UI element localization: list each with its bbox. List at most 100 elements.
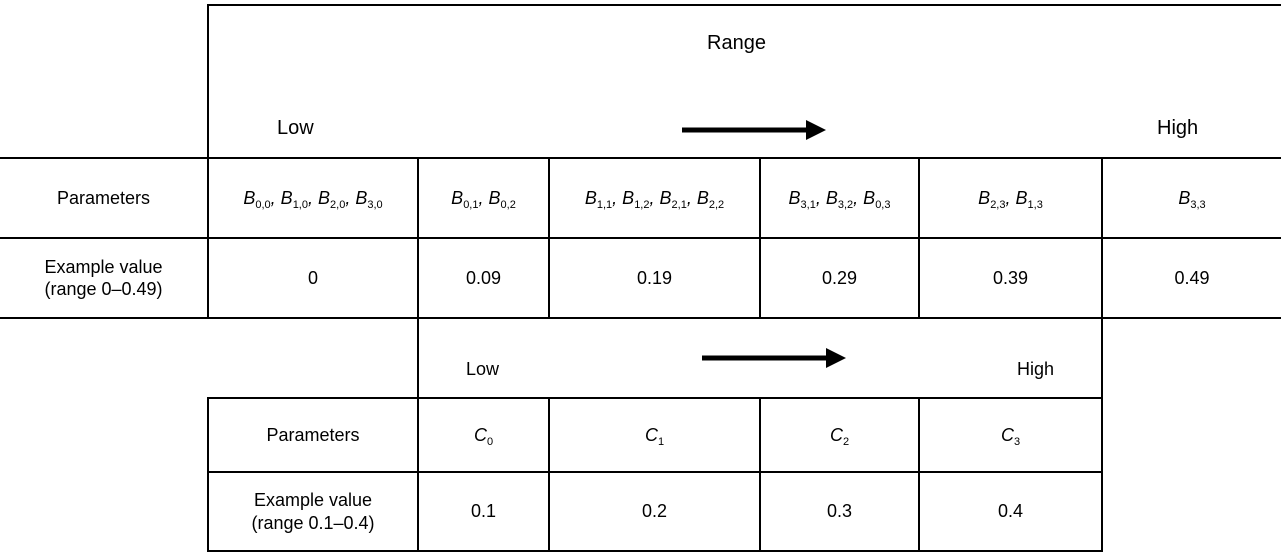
t1-row1-bottom-border (0, 237, 1281, 239)
param-symbol: C0 (473, 424, 494, 448)
param-subscript: 0 (486, 435, 494, 448)
param-subscript: 3 (1013, 435, 1021, 448)
param-symbol: B0,1 (451, 187, 479, 211)
t2-col-divider-1 (417, 398, 419, 552)
t2-high-label: High (1017, 359, 1055, 379)
param-symbol: B1,0 (280, 187, 308, 211)
param-symbol: C2 (829, 424, 850, 448)
t2-parameters-header: Parameters (266, 424, 360, 445)
t1-param-cell: B1,1, B1,2, B2,1, B2,2 (550, 159, 759, 237)
t1-col-divider-3 (759, 157, 761, 318)
t1-low-label: Low (277, 117, 314, 139)
param-symbol: B2,2 (696, 187, 725, 211)
t2-example-value-header-line1: Example value (253, 490, 373, 510)
t2-low-label: Low (466, 359, 500, 379)
param-subscript: 3,3 (1190, 198, 1206, 211)
param-subscript: 1,0 (292, 198, 308, 211)
param-subscript: 3,2 (837, 198, 854, 211)
param-subscript: 0,3 (875, 198, 891, 211)
param-subscript: 2,2 (708, 198, 725, 211)
t1-parameters-header: Parameters (56, 187, 151, 208)
t1-param-cell: B0,1, B0,2 (419, 159, 548, 237)
param-symbol: B1,2 (622, 187, 650, 211)
param-subscript: 2,0 (330, 198, 346, 211)
param-symbol: B0,3 (863, 187, 891, 211)
t1-right-arrow-icon (682, 120, 826, 140)
t1-example-value-header-line2: (range 0–0.49) (44, 279, 163, 299)
t2-param-cell: C1 (550, 399, 759, 471)
t1-value-cell: 0.09 (465, 267, 502, 288)
param-subscript: 0,1 (463, 198, 479, 211)
param-symbol: B3,0 (355, 187, 383, 211)
t1-param-cell: B3,3 (1103, 159, 1281, 237)
t1-high-label: High (1157, 117, 1199, 139)
param-subscript: 1,3 (1027, 198, 1043, 211)
t1-value-cell: 0 (307, 267, 318, 288)
param-subscript: 3,1 (800, 198, 816, 211)
param-symbol: C3 (1000, 424, 1021, 448)
t2-row1-bottom-border (207, 471, 1103, 473)
param-symbol: B2,0 (318, 187, 346, 211)
param-subscript: 3,0 (367, 198, 383, 211)
t2-param-cell: C2 (761, 399, 918, 471)
t1-top-border (208, 4, 1281, 6)
t2-left-border (207, 398, 209, 552)
param-symbol: B2,1 (659, 187, 687, 211)
t1-col-divider-1 (417, 157, 419, 318)
param-symbol: B3,2 (825, 187, 854, 211)
param-separator: , (1005, 187, 1016, 208)
range-label: Range (707, 32, 766, 54)
t2-value-cell: 0.4 (997, 501, 1024, 522)
param-subscript: 1,2 (634, 198, 650, 211)
t1-example-value-header: Example value (range 0–0.49) (0, 239, 207, 317)
param-subscript: 2 (842, 435, 850, 448)
t1-col-divider-5 (1101, 157, 1103, 318)
t1-example-value-header-line1: Example value (44, 256, 163, 277)
param-symbol: B0,0 (243, 187, 271, 211)
t1-value-cell: 0.39 (992, 267, 1029, 288)
t1-row2-bottom-border (0, 317, 1281, 319)
t1-left-border (207, 4, 209, 318)
t1-param-cell: B0,0, B1,0, B2,0, B3,0 (209, 159, 417, 237)
param-subscript: 2,3 (990, 198, 1006, 211)
param-separator: , (345, 187, 356, 208)
param-symbol: B3,3 (1178, 187, 1206, 211)
t2-param-cell: C0 (419, 399, 548, 471)
param-subscript: 2,1 (671, 198, 687, 211)
param-subscript: 1,1 (596, 198, 613, 211)
param-symbol: B3,1 (788, 187, 816, 211)
t2-right-border (1101, 317, 1103, 552)
param-separator: , (853, 187, 864, 208)
param-symbol: B0,2 (488, 187, 516, 211)
param-subscript: 0,0 (255, 198, 271, 211)
param-symbol: C1 (644, 424, 665, 448)
t2-example-value-header-line2: (range 0.1–0.4) (251, 512, 375, 533)
param-separator: , (307, 187, 318, 208)
t2-value-cell: 0.2 (641, 501, 668, 522)
param-subscript: 0,2 (500, 198, 516, 211)
param-separator: , (478, 187, 489, 208)
param-separator: , (612, 187, 623, 208)
t1-value-cell: 0.19 (636, 267, 673, 288)
t2-example-value-header: Example value (range 0.1–0.4) (209, 473, 417, 550)
t2-right-arrow-icon (702, 348, 846, 368)
param-separator: , (649, 187, 660, 208)
t2-left-border-header (417, 317, 419, 399)
t1-value-cell: 0.49 (1174, 267, 1210, 288)
param-separator: , (270, 187, 281, 208)
t1-header-bottom-border (0, 157, 1281, 159)
t2-col-divider-4 (918, 398, 920, 552)
t1-col-divider-4 (918, 157, 920, 318)
t1-param-cell: B2,3, B1,3 (920, 159, 1101, 237)
t2-value-cell: 0.1 (470, 501, 497, 522)
t2-value-cell: 0.3 (826, 501, 853, 522)
param-symbol: B2,3 (978, 187, 1006, 211)
param-separator: , (686, 187, 697, 208)
param-symbol: B1,3 (1015, 187, 1043, 211)
param-separator: , (815, 187, 826, 208)
t2-col-divider-3 (759, 398, 761, 552)
t2-header-bottom-border (207, 397, 1103, 399)
t2-bottom-border (207, 550, 1103, 552)
param-subscript: 1 (657, 435, 665, 448)
t1-param-cell: B3,1, B3,2, B0,3 (761, 159, 918, 237)
